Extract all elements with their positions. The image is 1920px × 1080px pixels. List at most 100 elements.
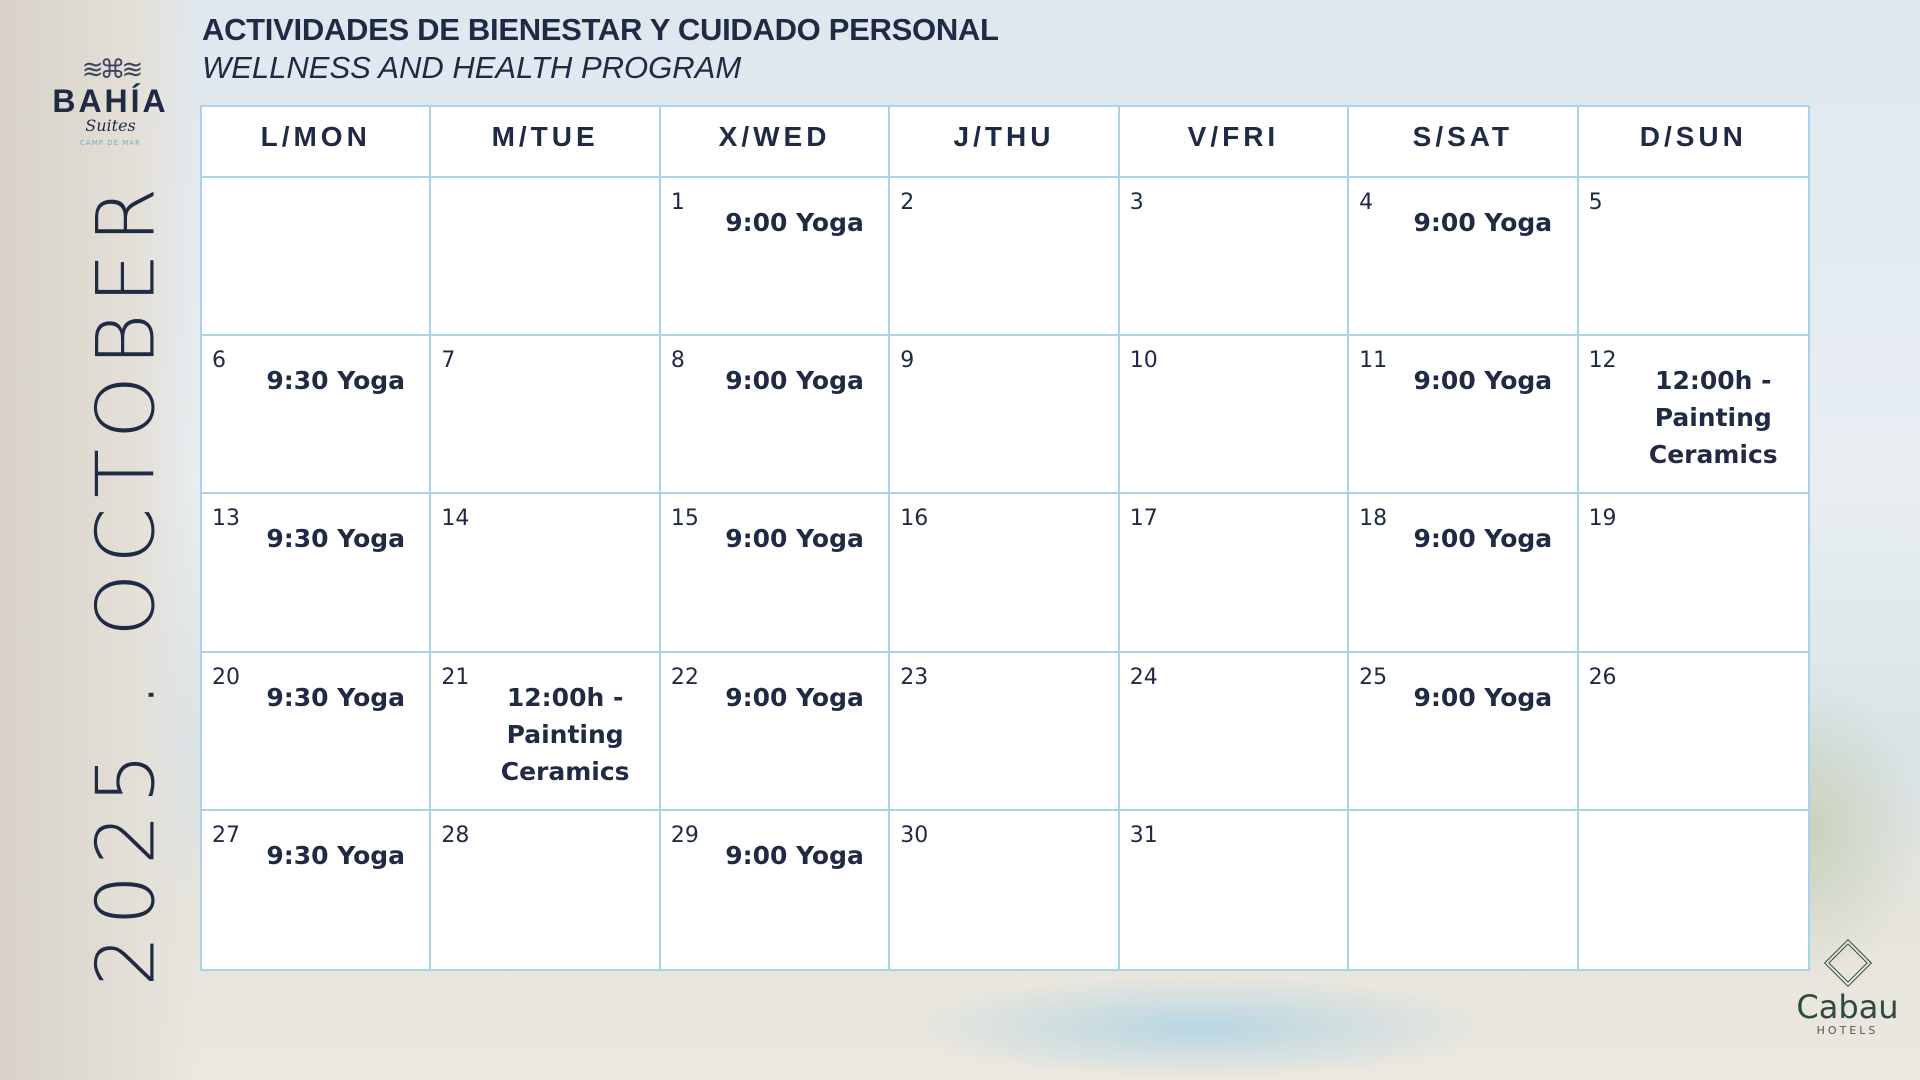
calendar-cell: 19 [1578,494,1808,653]
event-label: 12:00h - Painting Ceramics [500,682,630,786]
calendar-cell: 17 [1119,494,1350,653]
event-label: 9:00 Yoga [1413,366,1553,396]
calendar-cell: 6 9:30 Yoga [202,336,432,495]
day-number: 1 [670,190,685,215]
calendar-cell: 4 9:00 Yoga [1349,178,1579,337]
event-label: 9:00 Yoga [725,366,864,396]
day-number: 3 [1129,190,1144,215]
event-label: 9:30 Yoga [266,682,406,712]
calendar-cell: 1 9:00 Yoga [660,178,891,337]
calendar-cell [202,178,432,337]
day-number: 12 [1588,348,1617,374]
event-label: 9:00 Yoga [1413,524,1553,554]
calendar-cell: 10 [1119,336,1350,495]
day-number: 6 [212,348,226,374]
day-number: 20 [212,664,240,690]
logo-suites: Suites [85,116,136,135]
calendar-cell: 5 [1578,178,1808,337]
calendar-grid: L/MON M/TUE X/WED J/THU V/FRI S/SAT D/SUN 1 9:00… [200,105,1810,971]
day-header: D/SUN [1578,107,1808,178]
day-number: 28 [441,822,470,848]
calendar-cell [1579,811,1808,969]
day-number: 2 [900,190,915,215]
day-number: 7 [441,348,456,374]
logo-location: CAMP DE MAR [80,139,141,147]
event-label: 9:00 Yoga [725,682,864,712]
calendar-cell: 11 9:00 Yoga [1349,336,1579,495]
month-year-label: 2025 . OCTOBER [79,177,173,987]
day-header: M/TUE [431,107,661,178]
day-number: 10 [1129,348,1158,374]
day-number: 19 [1588,506,1617,532]
calendar-cell: 2 [890,178,1120,337]
day-header: S/SAT [1349,107,1579,178]
day-number: 9 [900,348,915,374]
knot-icon: ≋⌘≋ [81,55,144,85]
day-number: 18 [1359,506,1388,532]
event-label: 9:00 Yoga [725,524,864,554]
day-number: 24 [1129,664,1158,690]
calendar-cell: 12 12:00h - Painting Ceramics [1578,336,1808,495]
day-number: 29 [670,822,699,848]
event-label: 9:00 Yoga [1413,208,1553,237]
calendar-cell: 20 9:30 Yoga [202,652,432,811]
event-label: 9:00 Yoga [1413,682,1553,712]
bahia-suites-logo: ≋⌘≋ BAHÍA Suites CAMP DE MAR [38,55,183,147]
day-number: 14 [441,506,470,532]
calendar-cell: 29 9:00 Yoga [661,810,891,969]
day-number: 31 [1129,822,1158,848]
calendar-cell: 8 9:00 Yoga [660,336,891,495]
calendar-cell: 13 9:30 Yoga [202,494,432,653]
day-number: 11 [1359,348,1388,374]
calendar-cell: 28 [431,810,661,969]
calendar-cell: 3 [1119,178,1350,337]
event-label: 9:00 Yoga [725,840,864,870]
cabau-mark-icon [1823,938,1872,988]
calendar-cell [1349,810,1579,969]
cabau-hotels-logo: Cabau HOTELS [1790,938,1905,1037]
day-number: 27 [212,822,240,848]
day-header: X/WED [660,107,891,178]
calendar-cell: 14 [431,494,661,653]
day-number: 30 [900,822,929,848]
calendar-cell: 30 [890,810,1120,969]
day-number: 26 [1588,664,1617,690]
event-label: 9:00 Yoga [725,208,864,237]
cabau-name: Cabau [1796,988,1899,1026]
calendar-cell: 15 9:00 Yoga [660,494,891,653]
calendar-cell: 22 9:00 Yoga [660,652,891,811]
background-pool [900,975,1500,1080]
event-label: 9:30 Yoga [266,524,406,554]
day-number: 13 [212,506,240,532]
event-label: 12:00h - Painting Ceramics [1648,366,1778,470]
event-label: 9:30 Yoga [266,366,406,396]
calendar-cell: 18 9:00 Yoga [1349,494,1579,653]
calendar-cell [431,178,661,337]
calendar-cell: 16 [890,494,1120,653]
calendar-cell: 31 [1120,810,1350,969]
page-title: ACTIVIDADES DE BIENESTAR Y CUIDADO PERSO… [202,12,999,47]
event-label: 9:30 Yoga [266,840,406,870]
cabau-sub: HOTELS [1816,1024,1879,1037]
page-subtitle: WELLNESS AND HEALTH PROGRAM [202,50,742,85]
day-number: 15 [670,506,699,532]
calendar-cell: 9 [890,336,1120,495]
calendar-cell: 23 [890,652,1120,811]
calendar-cell: 25 9:00 Yoga [1349,652,1579,811]
calendar-cell: 7 [431,336,661,495]
background-building [0,0,200,1080]
calendar-cell: 26 [1578,653,1808,811]
day-header: V/FRI [1119,107,1350,178]
day-number: 5 [1588,190,1603,215]
logo-brand: BAHÍA [52,83,169,119]
day-number: 4 [1359,190,1374,215]
day-number: 23 [900,664,929,690]
day-header: L/MON [202,107,432,178]
calendar-cell: 21 12:00h - Painting Ceramics [431,652,661,811]
day-number: 16 [900,506,929,532]
day-number: 21 [441,664,470,690]
day-number: 8 [670,348,685,374]
day-number: 25 [1359,664,1388,690]
day-number: 17 [1129,506,1158,532]
calendar-cell: 24 [1119,652,1350,811]
